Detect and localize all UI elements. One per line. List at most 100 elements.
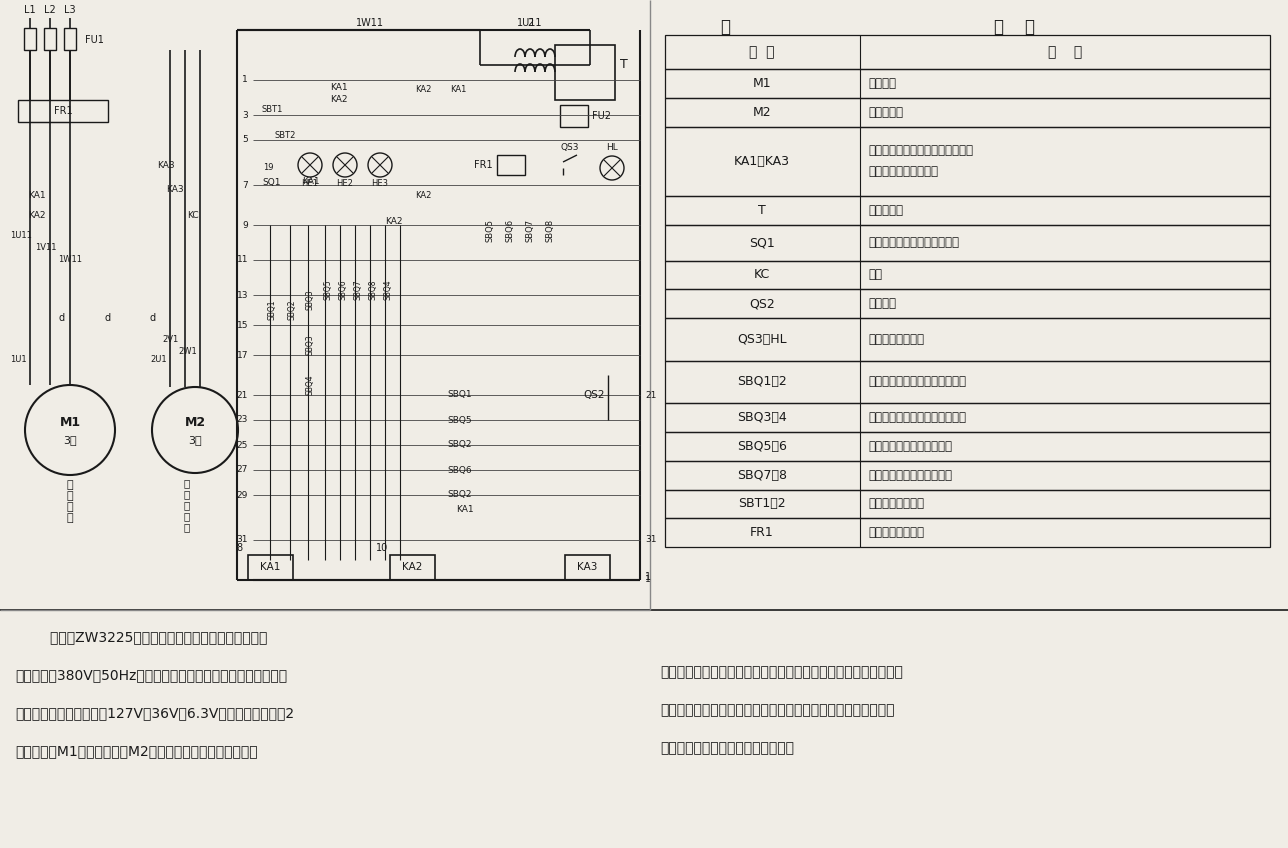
Text: KA1: KA1 [456, 505, 474, 515]
Bar [665, 318, 1270, 360]
Text: 以及接地保护。元器件的说明，见表: 以及接地保护。元器件的说明，见表 [659, 741, 793, 755]
Text: L3: L3 [64, 5, 76, 15]
Text: HE2: HE2 [336, 179, 353, 188]
Text: d: d [59, 313, 66, 323]
Text: SBQ3～4: SBQ3～4 [737, 411, 787, 424]
Text: 7: 7 [242, 181, 249, 189]
Text: SBQ7～8: SBQ7～8 [737, 469, 787, 482]
Text: KA2: KA2 [415, 86, 431, 94]
Text: FR1: FR1 [474, 160, 493, 170]
Text: 1U11: 1U11 [518, 18, 542, 28]
Text: 2W1: 2W1 [178, 348, 197, 356]
Bar [18, 100, 108, 122]
Text: d: d [104, 313, 111, 323]
Text: 油: 油 [184, 478, 191, 488]
Text: HE1: HE1 [301, 179, 318, 188]
Text: SQ1: SQ1 [750, 237, 775, 249]
Bar [560, 105, 589, 127]
Text: SBQ7: SBQ7 [526, 219, 535, 242]
Bar [665, 432, 1270, 460]
Bar [497, 155, 526, 175]
Text: KA3: KA3 [577, 562, 598, 572]
Text: 23: 23 [237, 416, 249, 425]
Bar [555, 45, 614, 100]
Bar [249, 555, 292, 580]
Text: QS2: QS2 [583, 390, 605, 400]
Text: FU1: FU1 [85, 35, 104, 45]
Text: 3～: 3～ [63, 435, 77, 445]
Text: 中间继电器（起交流接触器作用所: 中间继电器（起交流接触器作用所 [868, 144, 972, 158]
Text: KA2: KA2 [330, 96, 348, 104]
Text: 过载保护热继电器: 过载保护热继电器 [868, 527, 923, 539]
Text: 两地操作点动按钮（正转）: 两地操作点动按钮（正转） [868, 440, 952, 453]
Text: 主令开关: 主令开关 [868, 298, 896, 310]
Text: 10: 10 [376, 543, 388, 553]
Bar [44, 28, 55, 50]
Text: 两地操作停止按钮: 两地操作停止按钮 [868, 498, 923, 510]
Bar [565, 555, 611, 580]
Text: 19: 19 [263, 163, 273, 172]
Text: 1W11: 1W11 [58, 255, 82, 265]
Text: SBQ1～2: SBQ1～2 [737, 376, 787, 388]
Text: 1: 1 [645, 576, 650, 584]
Text: 31: 31 [645, 535, 657, 544]
Text: 2: 2 [527, 18, 533, 28]
Bar [665, 289, 1270, 318]
Text: 说    明: 说 明 [1048, 45, 1082, 59]
Bar [665, 518, 1270, 547]
Text: SBQ6: SBQ6 [448, 466, 473, 475]
Text: 说    明: 说 明 [994, 18, 1036, 36]
Text: 电: 电 [184, 500, 191, 510]
Text: 冷却泵，以及使横臂升降。本机床中设计有短路保护、过载保护: 冷却泵，以及使横臂升降。本机床中设计有短路保护、过载保护 [659, 703, 894, 717]
Text: QS3: QS3 [560, 143, 580, 152]
Bar [665, 260, 1270, 289]
Text: KA1: KA1 [450, 86, 466, 94]
Text: FR1: FR1 [750, 527, 774, 539]
Text: 13: 13 [237, 291, 249, 299]
Bar [665, 460, 1270, 489]
Text: 11: 11 [237, 255, 249, 265]
Text: KA2: KA2 [402, 562, 422, 572]
Text: SBQ8: SBQ8 [546, 219, 555, 242]
Text: 1U11: 1U11 [10, 231, 32, 239]
Text: 5: 5 [242, 136, 249, 144]
Text: 2U1: 2U1 [149, 355, 166, 365]
Text: SBQ6: SBQ6 [505, 219, 514, 242]
Text: 29: 29 [237, 490, 249, 499]
Text: KC: KC [753, 269, 770, 282]
Text: KC: KC [187, 210, 198, 220]
Text: 31: 31 [237, 535, 249, 544]
Text: 本机床使用380V、50Hz三相交流电源，控制电路、照明电路和指: 本机床使用380V、50Hz三相交流电源，控制电路、照明电路和指 [15, 668, 287, 682]
Text: 插销: 插销 [868, 269, 882, 282]
Text: 机: 机 [184, 522, 191, 532]
Text: SBQ1: SBQ1 [268, 299, 277, 321]
Text: SBQ5: SBQ5 [448, 416, 473, 425]
Bar [665, 69, 1270, 98]
Text: SBQ2: SBQ2 [287, 299, 296, 321]
Text: 1U1: 1U1 [10, 355, 27, 365]
Text: KA1: KA1 [260, 562, 281, 572]
Text: KA2: KA2 [415, 191, 431, 199]
Text: 1V11: 1V11 [35, 243, 57, 253]
Text: SBQ3: SBQ3 [305, 290, 314, 310]
Text: M1: M1 [752, 77, 772, 90]
Text: SQ1: SQ1 [261, 177, 281, 187]
Text: KA1: KA1 [301, 177, 319, 187]
Text: 1W11: 1W11 [355, 18, 384, 28]
Text: 1: 1 [645, 572, 652, 582]
Text: 两地操作点动按钮（反转）: 两地操作点动按钮（反转） [868, 469, 952, 482]
Text: 控制变压器: 控制变压器 [868, 204, 903, 217]
Text: 机: 机 [67, 513, 73, 523]
Text: QS3、HL: QS3、HL [737, 333, 787, 346]
Text: 1: 1 [242, 75, 249, 85]
Text: 17: 17 [237, 350, 249, 360]
Bar [390, 555, 435, 580]
Text: KA1: KA1 [330, 83, 348, 92]
Text: 3～: 3～ [188, 435, 202, 445]
Text: M1: M1 [59, 416, 81, 428]
Text: SBQ5: SBQ5 [323, 280, 332, 300]
Text: SBQ2: SBQ2 [448, 440, 473, 449]
Text: KA1～KA3: KA1～KA3 [734, 155, 790, 168]
Text: 台电动机，M1为主电动机，M2为油泵电动机。使用时首先接: 台电动机，M1为主电动机，M2为油泵电动机。使用时首先接 [15, 744, 258, 758]
Text: T: T [759, 204, 766, 217]
